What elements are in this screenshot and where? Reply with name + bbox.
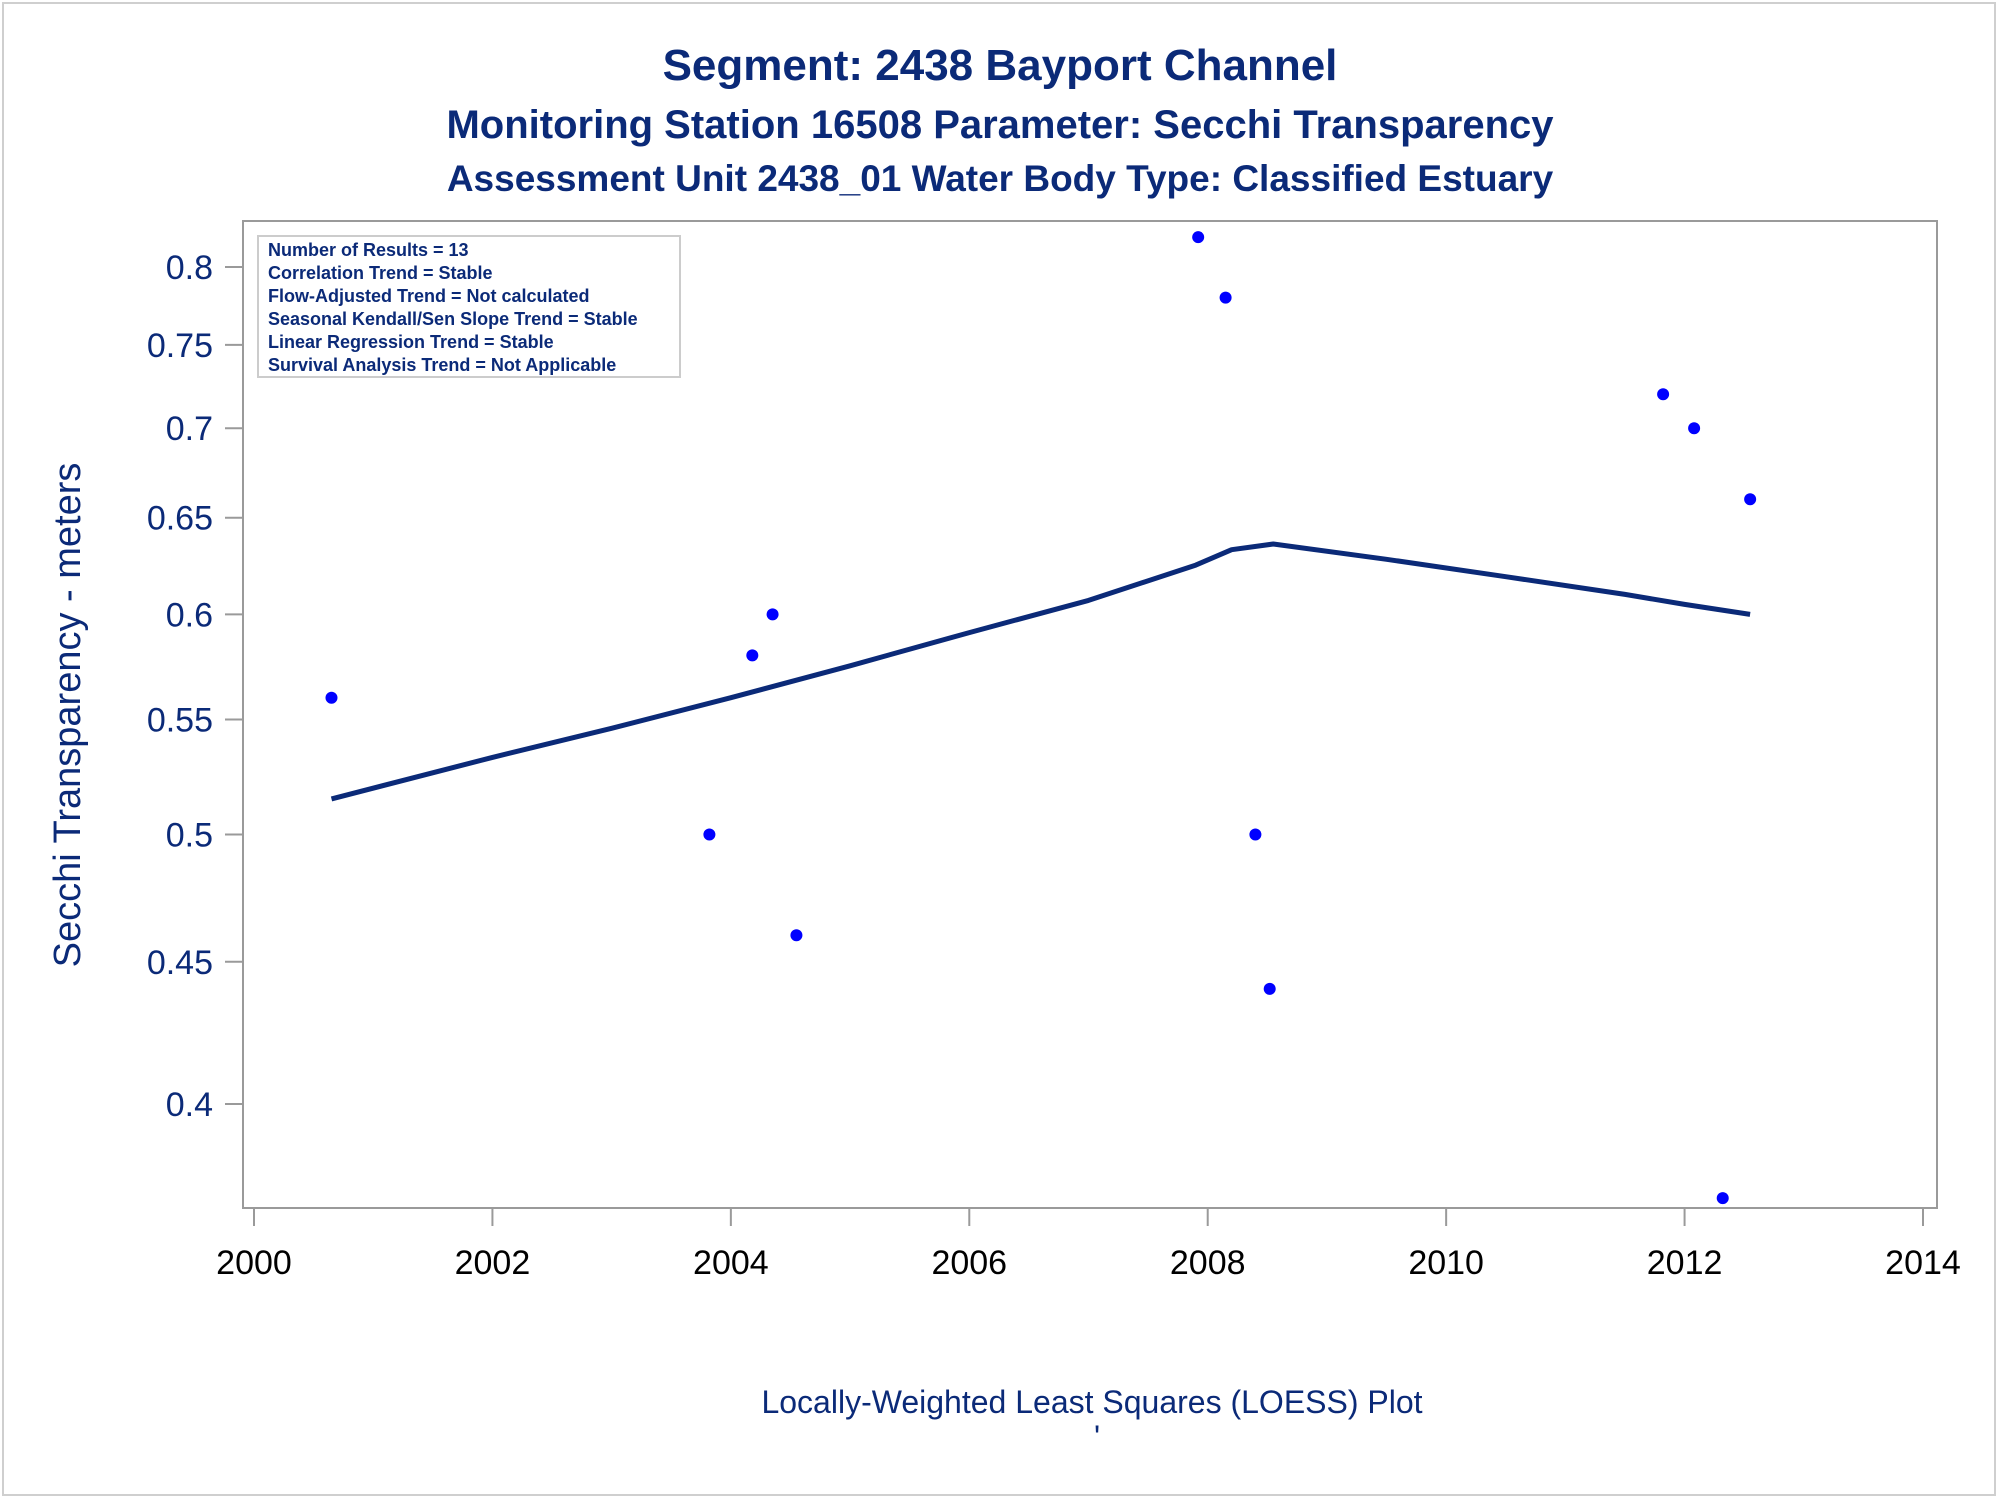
stat-seasonal-kendall-trend: Seasonal Kendall/Sen Slope Trend = Stabl… — [268, 309, 638, 329]
y-axis: 0.4 0.45 0.5 0.55 0.6 0.65 0.7 0.75 0.8 — [147, 249, 243, 1124]
data-point — [1657, 388, 1670, 401]
plot-area-frame — [242, 220, 1938, 1209]
x-axis: 2000 2002 2004 2006 2008 2010 2012 2014 — [216, 1208, 1961, 1282]
x-tick-label: 2002 — [455, 1244, 531, 1282]
data-point — [1716, 1192, 1729, 1205]
data-point — [766, 608, 779, 621]
data-point — [790, 929, 803, 942]
x-tick-label: 2010 — [1408, 1244, 1484, 1282]
loess-line — [330, 541, 1751, 802]
chart-subtitle: Monitoring Station 16508 Parameter: Secc… — [446, 103, 1554, 147]
y-tick-label: 0.65 — [147, 500, 213, 538]
x-tick-label: 2006 — [931, 1244, 1007, 1282]
x-tick-label: 2008 — [1170, 1244, 1246, 1282]
y-tick-label: 0.5 — [166, 817, 213, 855]
data-point — [746, 649, 759, 662]
data-point — [1263, 982, 1276, 995]
data-point — [1219, 291, 1232, 304]
stats-box-border — [257, 235, 681, 378]
y-tick-label: 0.55 — [147, 701, 213, 739]
stat-survival-analysis-trend: Survival Analysis Trend = Not Applicable — [268, 355, 616, 375]
chart-subtitle-2: Assessment Unit 2438_01 Water Body Type:… — [447, 158, 1554, 199]
x-tick-label: 2014 — [1885, 1244, 1961, 1282]
y-tick-label: 0.7 — [166, 410, 213, 448]
loess-series — [330, 541, 1751, 802]
stat-flow-adjusted-trend: Flow-Adjusted Trend = Not calculated — [268, 286, 590, 306]
data-point — [703, 828, 716, 841]
data-point — [1744, 493, 1757, 506]
y-axis-label: Secchi Transparency - meters — [47, 463, 89, 968]
data-point — [1249, 828, 1262, 841]
x-tick-label: 2000 — [216, 1244, 292, 1282]
data-point — [1192, 231, 1205, 244]
data-point — [1688, 422, 1701, 435]
stats-box: Number of Results = 13 Correlation Trend… — [257, 235, 681, 378]
x-tick-label: 2004 — [693, 1244, 769, 1282]
y-tick-label: 0.8 — [166, 249, 213, 287]
x-tick-label: 2012 — [1647, 1244, 1723, 1282]
stat-number-of-results: Number of Results = 13 — [268, 240, 469, 260]
data-point — [325, 691, 338, 704]
footnote: Locally-Weighted Least Squares (LOESS) P… — [761, 1384, 1422, 1420]
y-tick-label: 0.6 — [166, 596, 213, 634]
stat-linear-regression-trend: Linear Regression Trend = Stable — [268, 332, 554, 352]
y-tick-label: 0.45 — [147, 944, 213, 982]
y-tick-label: 0.4 — [166, 1086, 213, 1124]
chart-title: Segment: 2438 Bayport Channel — [663, 41, 1338, 90]
scatter-series — [325, 231, 1757, 1205]
stat-correlation-trend: Correlation Trend = Stable — [268, 263, 493, 283]
y-tick-label: 0.75 — [147, 327, 213, 365]
footnote-mark: ' — [1094, 1419, 1100, 1455]
